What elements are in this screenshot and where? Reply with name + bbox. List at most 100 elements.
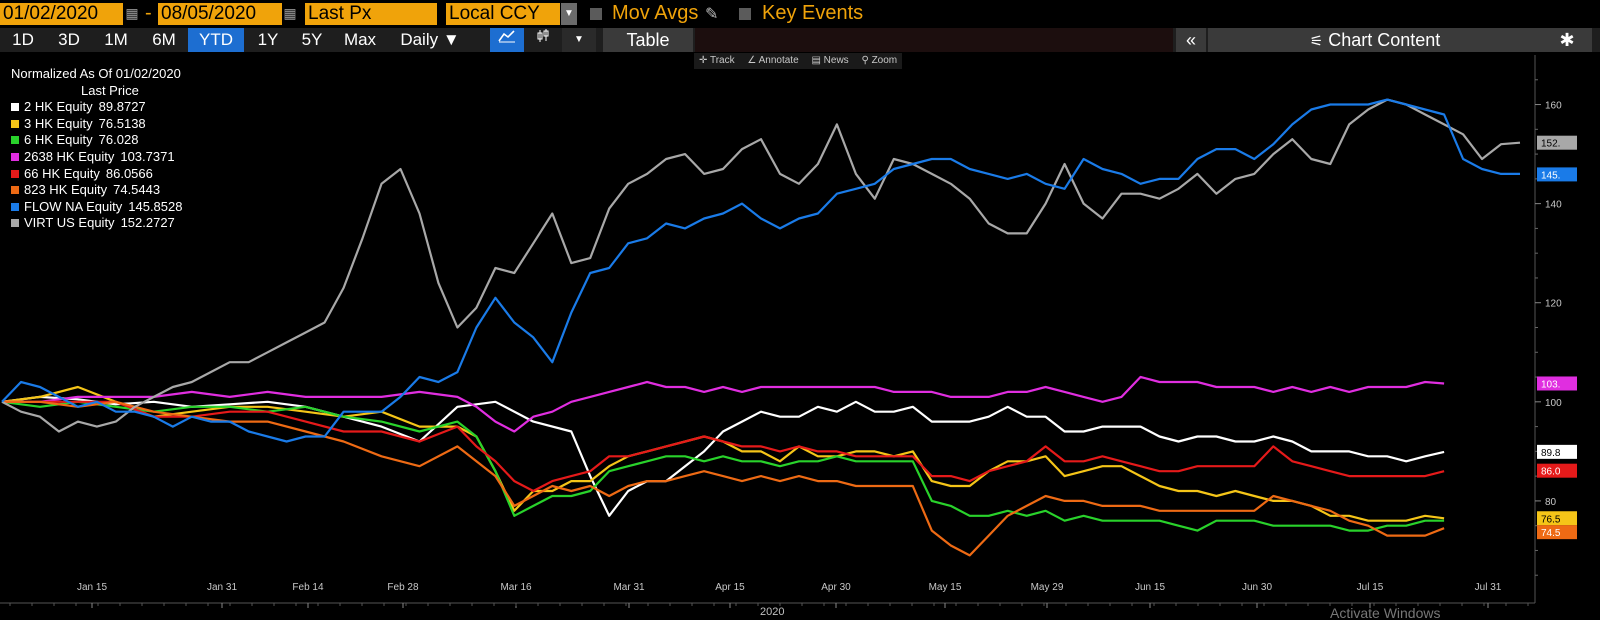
tool-track[interactable]: ✛ Track	[699, 55, 735, 66]
series-line-823-hk-equity[interactable]	[2, 400, 1445, 557]
legend-title: Normalized As Of 01/02/2020	[11, 66, 181, 81]
last-value-label: 103.	[1541, 379, 1560, 390]
legend-series-value: 86.0566	[105, 165, 153, 181]
last-value-label: 74.5	[1541, 528, 1561, 539]
key-events-checkbox[interactable]	[739, 8, 751, 20]
legend-series-name: 66 HK Equity	[24, 165, 100, 181]
x-tick-label: Jul 15	[1357, 582, 1384, 593]
legend-swatch	[11, 219, 19, 228]
legend-item[interactable]: 823 HK Equity 74.5443	[11, 182, 182, 199]
series-line-6-hk-equity[interactable]	[1, 400, 1445, 532]
legend-swatch	[11, 119, 19, 128]
legend-item[interactable]: FLOW NA Equity 145.8528	[11, 199, 182, 216]
series-line-66-hk-equity[interactable]	[2, 400, 1445, 493]
last-value-label: 76.5	[1541, 514, 1561, 525]
range-1m[interactable]: 1M	[104, 30, 128, 49]
range-5y[interactable]: 5Y	[301, 30, 323, 49]
legend-series-value: 103.7371	[120, 148, 175, 164]
legend-swatch	[11, 202, 19, 211]
gear-icon[interactable]: ✱	[1542, 28, 1592, 52]
toolbar-spacer	[695, 28, 1173, 52]
mov-avgs-checkbox[interactable]	[590, 8, 602, 20]
x-tick-label: Mar 31	[613, 582, 645, 593]
x-tick-label: Jun 30	[1242, 582, 1272, 593]
chart-content-button[interactable]: ⚟ Chart Content	[1208, 28, 1542, 52]
toolbar-top: 01/02/2020 ▦ - 08/05/2020 ▦ Last Px Loca…	[0, 0, 1600, 26]
range-1d[interactable]: 1D	[12, 30, 34, 49]
series-line-flow-na-equity[interactable]	[1, 98, 1520, 443]
legend-series-value: 76.028	[98, 132, 139, 148]
currency-select[interactable]: Local CCY	[446, 3, 560, 25]
legend-swatch	[11, 152, 19, 161]
tool-annotate[interactable]: ∠ Annotate	[747, 55, 799, 66]
x-tick-label: Mar 16	[500, 582, 532, 593]
last-value-tag	[1537, 511, 1577, 526]
candlestick-icon[interactable]	[528, 28, 558, 52]
toolbar-range: 1D 3D 1M 6M YTD 1Y 5Y Max Daily ▼ ▼ Tabl…	[0, 28, 1600, 52]
chart-content-label: Chart Content	[1328, 30, 1441, 50]
series-line-virt-us-equity[interactable]	[1, 98, 1521, 433]
last-value-tag	[1537, 376, 1577, 391]
last-value-tag	[1537, 444, 1577, 459]
x-tick-label: Apr 30	[821, 582, 851, 593]
tool-zoom[interactable]: ⚲ Zoom	[861, 55, 898, 66]
pencil-icon[interactable]: ✎	[705, 6, 719, 23]
legend-item[interactable]: 66 HK Equity 86.0566	[11, 166, 182, 183]
end-date-field[interactable]: 08/05/2020	[158, 3, 282, 25]
field-select[interactable]: Last Px	[305, 3, 437, 25]
last-value-tag	[1537, 167, 1577, 182]
line-chart-icon[interactable]	[490, 28, 524, 52]
x-tick-label: Apr 15	[715, 582, 745, 593]
mov-avgs-label[interactable]: Mov Avgs	[612, 2, 699, 24]
x-tick-label: Jun 15	[1135, 582, 1165, 593]
legend-series-value: 76.5138	[98, 115, 146, 131]
calendar-icon[interactable]: ▦	[125, 4, 139, 22]
legend-series-name: 2 HK Equity	[24, 99, 93, 115]
last-value-tag	[1537, 525, 1577, 540]
calendar-icon[interactable]: ▦	[283, 4, 297, 22]
tool-news[interactable]: ▤ News	[811, 55, 849, 66]
range-max[interactable]: Max	[343, 30, 377, 49]
x-axis-year: 2020	[760, 606, 785, 618]
legend-item[interactable]: VIRT US Equity 152.2727	[11, 215, 182, 232]
range-3d[interactable]: 3D	[58, 30, 80, 49]
legend-series-value: 152.2727	[120, 215, 175, 231]
last-value-tag	[1537, 463, 1577, 478]
x-tick-label: May 29	[1031, 582, 1064, 593]
legend-series-name: FLOW NA Equity	[24, 198, 123, 214]
range-1y[interactable]: 1Y	[257, 30, 279, 49]
y-tick-label: 140	[1545, 200, 1562, 211]
legend-item[interactable]: 6 HK Equity 76.028	[11, 132, 182, 149]
legend-item[interactable]: 3 HK Equity 76.5138	[11, 116, 182, 133]
y-tick-label: 80	[1545, 497, 1557, 508]
range-6m[interactable]: 6M	[152, 30, 176, 49]
legend-series-name: 6 HK Equity	[24, 132, 93, 148]
legend-series-name: VIRT US Equity	[24, 215, 115, 231]
last-value-label: 145.	[1541, 170, 1560, 181]
legend-series-name: 823 HK Equity	[24, 182, 108, 198]
last-value-label: 89.8	[1541, 448, 1561, 459]
x-tick-label: Jul 31	[1475, 582, 1502, 593]
collapse-icon[interactable]: «	[1176, 28, 1206, 52]
frequency-select[interactable]: Daily ▼	[400, 30, 460, 49]
range-ytd[interactable]: YTD	[188, 28, 244, 52]
series-line-2638-hk-equity[interactable]	[2, 375, 1445, 433]
y-tick-label: 160	[1545, 101, 1562, 112]
legend-swatch	[11, 136, 19, 145]
chevron-down-icon[interactable]: ▼	[561, 3, 577, 25]
last-value-label: 152.	[1541, 139, 1560, 150]
chart-legend: Normalized As Of 01/02/2020 Last Price 2…	[11, 66, 182, 232]
key-events-label[interactable]: Key Events	[762, 2, 864, 24]
legend-item[interactable]: 2638 HK Equity 103.7371	[11, 149, 182, 166]
price-chart[interactable]: 80 100 120 140 160 Jan 15 Jan 31 Feb 14 Feb 28 Ma…	[0, 55, 1600, 620]
chevron-down-icon[interactable]: ▼	[562, 28, 596, 52]
table-button[interactable]: Table	[603, 28, 693, 52]
y-tick-label: 100	[1545, 398, 1562, 409]
chart-tools: ✛ Track ∠ Annotate ▤ News ⚲ Zoom	[694, 53, 903, 69]
legend-item[interactable]: 2 HK Equity 89.8727	[11, 99, 182, 116]
series-line-2-hk-equity[interactable]	[1, 395, 1445, 517]
start-date-field[interactable]: 01/02/2020	[0, 3, 123, 25]
legend-swatch	[11, 103, 19, 112]
legend-series-value: 145.8528	[128, 198, 183, 214]
legend-swatch	[11, 169, 19, 178]
